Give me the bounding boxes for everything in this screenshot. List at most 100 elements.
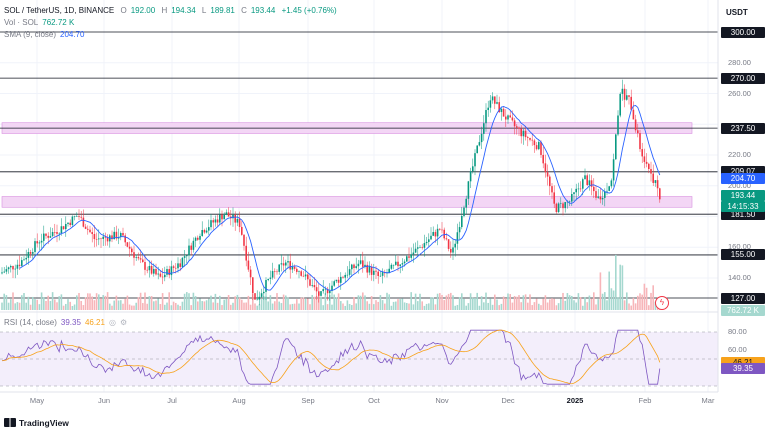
candle — [252, 277, 254, 294]
candle — [43, 233, 45, 241]
candle — [428, 239, 430, 242]
currency-label[interactable]: USDT — [726, 8, 748, 17]
candle — [23, 259, 25, 261]
sma-badge[interactable]: 204.70 — [721, 173, 765, 185]
volume-bar — [412, 304, 415, 310]
volume-bar — [302, 297, 305, 310]
level-badge[interactable]: 209.07 — [721, 166, 765, 178]
volume-bar — [441, 294, 443, 310]
candle — [69, 222, 71, 225]
volume-bar — [164, 304, 166, 310]
candle — [469, 171, 472, 182]
volume-bar — [351, 305, 353, 310]
candle — [643, 156, 646, 162]
candle — [291, 266, 294, 270]
volume-badge[interactable]: 762.72 K — [721, 305, 765, 316]
current-price-badge[interactable]: 193.44 — [721, 190, 765, 202]
candle — [126, 242, 129, 247]
candle — [599, 196, 602, 200]
candle — [329, 290, 331, 294]
rsi-tick-label: 60.00 — [728, 345, 747, 354]
rsi-legend[interactable]: RSI (14, close) 39.35 46.21 ◎ ⚙ — [4, 318, 131, 327]
eye-icon[interactable]: ◎ — [108, 318, 116, 327]
volume-bar — [71, 305, 74, 310]
volume-bar — [34, 299, 36, 310]
volume-bar — [357, 295, 360, 310]
volume-bar — [612, 290, 615, 310]
level-badge[interactable]: 237.50 — [721, 122, 765, 134]
volume-bar — [331, 304, 333, 310]
rsi-tick-label: 80.00 — [728, 327, 747, 336]
candle — [509, 115, 511, 118]
rsi-badge[interactable]: 39.35 — [721, 363, 765, 375]
candle — [223, 214, 225, 220]
volume-bar — [531, 305, 533, 310]
candle — [157, 273, 159, 275]
candle — [353, 264, 355, 268]
volume-bar — [450, 292, 452, 310]
countdown-badge[interactable]: 14:15:33 — [721, 201, 765, 213]
tradingview-logo[interactable]: TradingView — [4, 418, 69, 428]
candle — [274, 271, 276, 272]
volume-bar — [16, 302, 19, 310]
candle — [159, 273, 162, 277]
candle — [472, 166, 474, 172]
volume-bar — [461, 293, 463, 310]
volume-bar — [221, 305, 223, 310]
candle — [148, 265, 151, 271]
candle — [263, 291, 265, 294]
volume-legend[interactable]: Vol · SOL 762.72 K — [4, 18, 78, 27]
volume-bar — [254, 303, 256, 310]
volume-bar — [100, 298, 102, 310]
candle — [318, 291, 320, 296]
candle — [238, 218, 241, 227]
candle — [245, 245, 247, 261]
level-badge[interactable]: 155.00 — [721, 249, 765, 261]
level-badge[interactable]: 300.00 — [721, 26, 765, 38]
volume-bar — [551, 298, 553, 310]
candle — [102, 236, 104, 240]
candle — [476, 145, 478, 154]
sma-legend[interactable]: SMA (9, close) 204.70 — [4, 30, 88, 39]
candle — [18, 264, 21, 266]
volume-bar — [469, 293, 472, 310]
candle — [135, 257, 137, 258]
level-badge[interactable]: 270.00 — [721, 72, 765, 84]
candle — [335, 279, 338, 282]
volume-bar — [535, 298, 538, 310]
candles — [1, 79, 661, 306]
level-badge[interactable]: 181.50 — [721, 208, 765, 220]
lightning-icon[interactable]: ϟ — [655, 296, 669, 310]
volume-bar — [166, 302, 168, 310]
candle — [540, 142, 542, 155]
volume-bar — [212, 302, 214, 310]
volume-bar — [210, 295, 212, 310]
candle — [216, 219, 219, 223]
volume-bar — [573, 300, 575, 310]
rsi-ma-badge[interactable]: 46.21 — [721, 356, 765, 368]
price-tick-label: 260.00 — [728, 88, 751, 98]
volume-bar — [652, 285, 654, 310]
price-tick-label: 200.00 — [728, 180, 751, 190]
high-label: H — [161, 6, 168, 15]
candle — [113, 231, 115, 240]
volume-bar — [186, 292, 188, 310]
candle — [87, 228, 89, 230]
volume-bar — [230, 304, 232, 310]
volume-bar — [271, 303, 274, 310]
volume-bar — [252, 293, 254, 310]
settings-icon[interactable]: ⚙ — [119, 318, 128, 327]
vol-value: 762.72 K — [42, 18, 75, 27]
volume-bar — [1, 302, 3, 310]
candle — [104, 236, 107, 238]
candle — [267, 278, 269, 281]
volume-bar — [344, 305, 346, 310]
volume-bar — [582, 305, 584, 310]
level-badge[interactable]: 127.00 — [721, 292, 765, 304]
candle — [373, 270, 375, 275]
volume-bar — [175, 302, 177, 310]
candle — [452, 247, 454, 253]
candle — [155, 268, 157, 275]
symbol-title[interactable]: SOL / TetherUS, 1D, BINANCE — [4, 6, 115, 15]
